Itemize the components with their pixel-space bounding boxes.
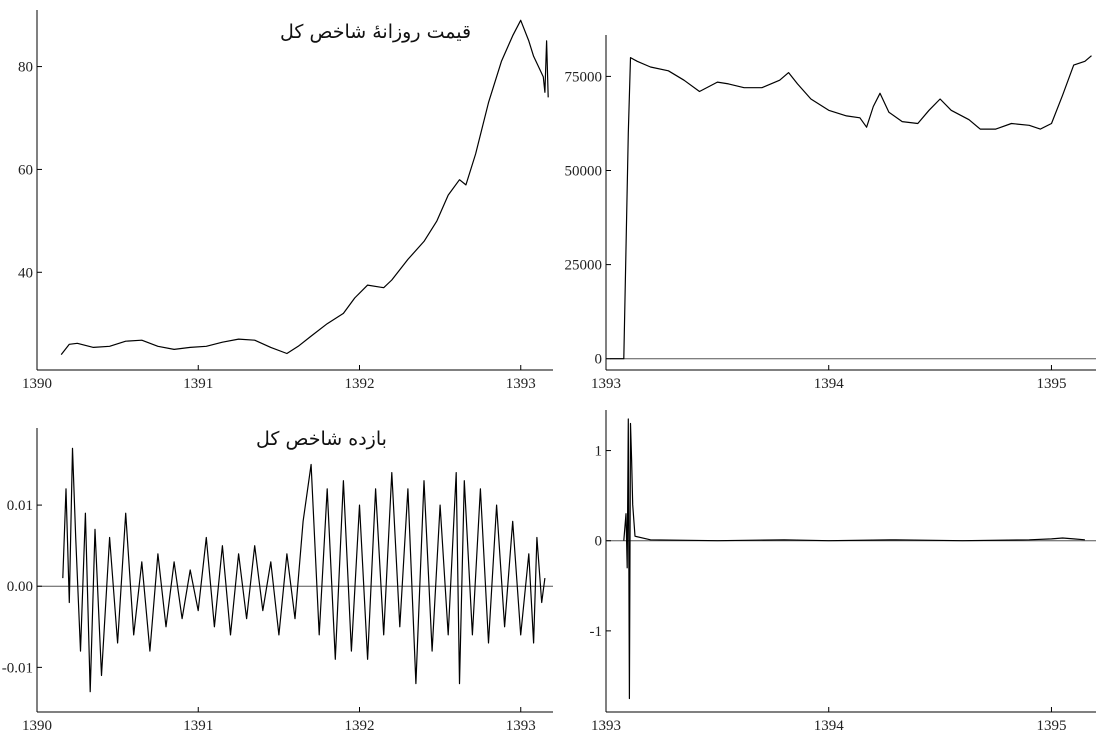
x-tick-label: 1393 <box>506 376 536 392</box>
x-tick-label: 1393 <box>591 718 621 734</box>
y-tick-label: 0 <box>595 534 603 550</box>
y-tick-label: 50000 <box>565 164 603 180</box>
chart-panel-top-right: 1393 1394 1395 0 25000 50000 75000 <box>565 35 1096 392</box>
chart-panel-top-left: 1390 1391 1392 1393 40 60 80 قیمت روزانهٔ شاخص … <box>18 10 553 392</box>
chart-panel-bottom-left: 1390 1391 1392 1393 -0.01 0.00 0.01 بازده شاخص … <box>2 428 553 734</box>
y-tick-label: 0 <box>595 352 603 368</box>
y-tick-label: -0.01 <box>2 660 33 676</box>
chart-title: قیمت روزانهٔ شاخص کل <box>280 21 471 43</box>
x-tick-label: 1392 <box>345 718 375 734</box>
x-tick-label: 1390 <box>22 376 52 392</box>
y-tick-label: -1 <box>590 624 603 640</box>
y-tick-label: 80 <box>18 60 33 76</box>
x-tick-label: 1394 <box>814 376 845 392</box>
series-line-bottom-left <box>62 447 546 693</box>
x-tick-label: 1394 <box>814 718 845 734</box>
y-tick-label: 40 <box>18 265 33 281</box>
x-tick-label: 1390 <box>22 718 52 734</box>
x-tick-label: 1395 <box>1036 718 1066 734</box>
y-tick-label: 60 <box>18 162 33 178</box>
series-line-bottom-right <box>623 418 1085 700</box>
y-tick-label: 0.01 <box>7 498 33 514</box>
series-line-top-right <box>610 55 1092 360</box>
x-tick-label: 1392 <box>345 376 375 392</box>
x-tick-label: 1391 <box>183 376 213 392</box>
y-tick-label: 1 <box>595 444 603 460</box>
x-tick-label: 1393 <box>591 376 621 392</box>
chart-panel-bottom-right: 1393 1394 1395 -1 0 1 <box>590 410 1096 734</box>
series-line-top-left <box>60 19 549 355</box>
y-tick-label: 0.00 <box>7 579 33 595</box>
x-tick-label: 1391 <box>183 718 213 734</box>
x-tick-label: 1393 <box>506 718 536 734</box>
y-tick-label: 75000 <box>565 69 603 85</box>
y-tick-label: 25000 <box>565 258 603 274</box>
chart-title: بازده شاخص کل <box>256 428 387 450</box>
x-tick-label: 1395 <box>1036 376 1066 392</box>
